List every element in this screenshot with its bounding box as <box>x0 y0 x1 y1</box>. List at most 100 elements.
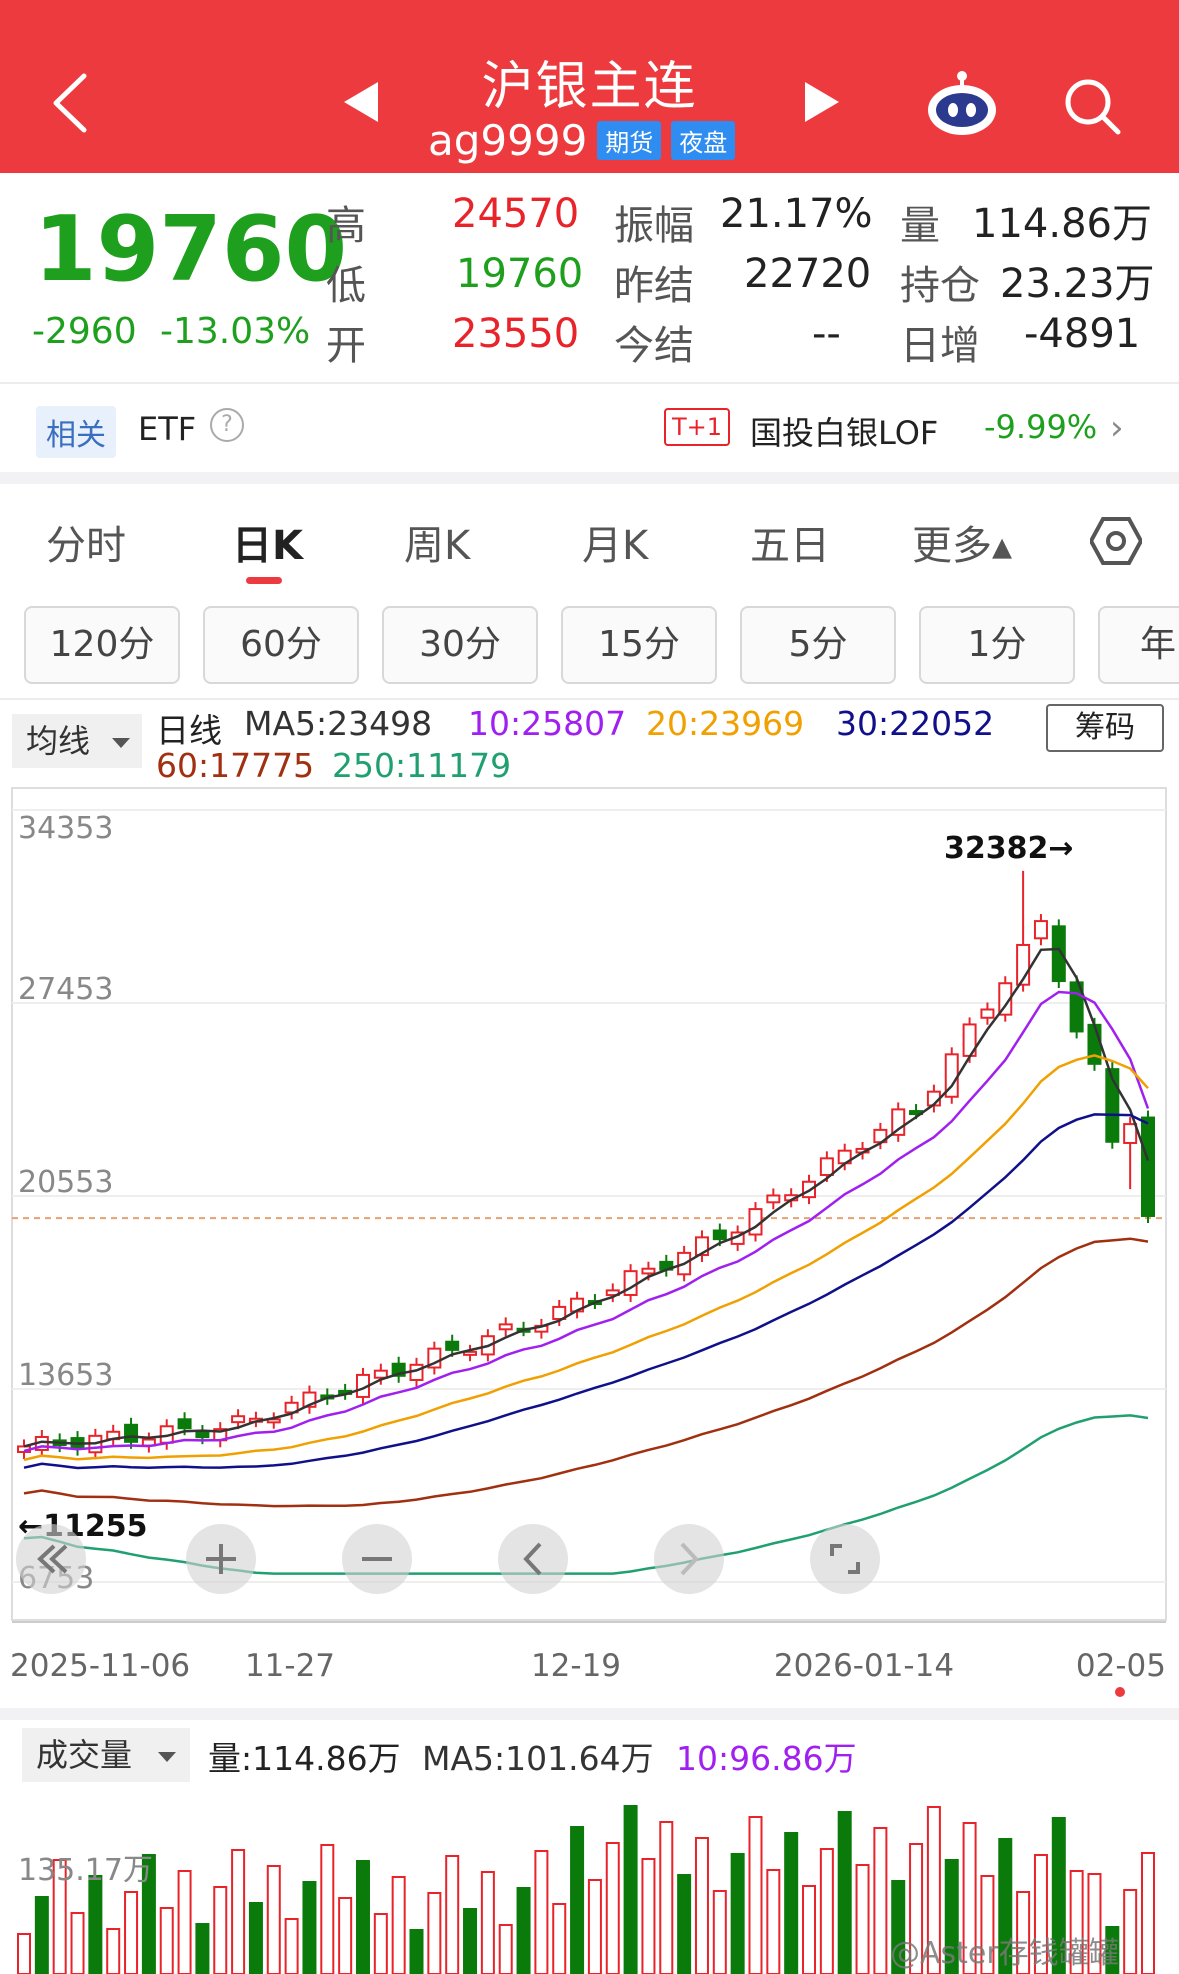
etf-label: ETF <box>138 410 197 448</box>
volume-bar <box>802 1885 817 1974</box>
fast-back-button[interactable] <box>16 1524 86 1594</box>
candle-body <box>748 1208 763 1236</box>
volume-bar <box>70 1912 85 1974</box>
volume-bar <box>498 1924 513 1974</box>
active-tab-indicator <box>246 577 282 584</box>
plus-icon <box>206 1544 236 1574</box>
open-label: 开 <box>326 323 366 369</box>
scroll-left-button[interactable] <box>498 1524 568 1594</box>
search-icon[interactable] <box>1062 76 1122 136</box>
candle-body <box>641 1267 656 1275</box>
volume-dropdown[interactable]: 成交量 <box>22 1728 190 1782</box>
tab-monthly-k[interactable]: 月K <box>582 523 649 569</box>
related-etf-row[interactable]: 相关 ETF ? T+1 国投白银LOF -9.99% › <box>0 392 1179 472</box>
ma20-line <box>23 1054 1149 1462</box>
tab-daily-k[interactable]: 日K <box>232 523 303 569</box>
volume-bar <box>1033 1854 1048 1974</box>
volume-bar <box>926 1806 941 1974</box>
ma-legend: 均线 日线 MA5:23498 10:25807 20:23969 30:220… <box>0 700 1179 786</box>
settings-icon[interactable] <box>1090 515 1142 567</box>
candle-body <box>231 1415 246 1424</box>
period-year[interactable]: 年 <box>1098 606 1179 684</box>
x-tick-label: 2025-11-06 <box>10 1648 190 1684</box>
volume-bar <box>445 1855 460 1974</box>
candle-body <box>1123 1123 1138 1144</box>
amplitude-label: 振幅 <box>614 203 694 249</box>
volume-bar <box>52 1859 67 1974</box>
page-title: 沪银主连 <box>481 57 698 117</box>
fullscreen-button[interactable] <box>810 1524 880 1594</box>
period-60m[interactable]: 60分 <box>203 606 359 684</box>
y-tick-label: 13653 <box>18 1358 113 1393</box>
candle-body <box>712 1229 727 1241</box>
etf-name[interactable]: 国投白银LOF <box>750 414 939 452</box>
high-marker: 32382→ <box>944 831 1074 866</box>
volume-label: 量 <box>900 203 940 249</box>
volume-bar <box>1105 1926 1120 1974</box>
volume-bar <box>391 1876 406 1974</box>
tab-timeshare[interactable]: 分时 <box>46 523 126 569</box>
candle-body <box>1051 925 1066 983</box>
period-selector: 120分 60分 30分 15分 5分 1分 年 <box>0 606 1179 686</box>
ma60-value: 60:17775 <box>156 746 315 785</box>
ma30-line <box>23 1113 1149 1470</box>
price-change-pct: -13.03% <box>160 311 311 352</box>
volume-bar <box>659 1821 674 1974</box>
volume-bar <box>748 1816 763 1974</box>
chip-distribution-button[interactable]: 筹码 <box>1046 704 1164 752</box>
candlestick-chart[interactable]: 34353274532055313653675332382→←112552025… <box>0 780 1179 1700</box>
tab-five-day[interactable]: 五日 <box>750 523 830 569</box>
help-icon[interactable]: ? <box>210 408 244 442</box>
oi-change-value: -4891 <box>1024 311 1141 357</box>
volume-dropdown-label: 成交量 <box>36 1736 133 1774</box>
indicator-dropdown[interactable]: 均线 <box>12 714 142 768</box>
tab-weekly-k[interactable]: 周K <box>404 523 471 569</box>
volume-bar <box>587 1879 602 1974</box>
tab-more[interactable]: 更多▴ <box>912 523 1013 569</box>
low-value: 19760 <box>456 251 584 297</box>
volume-bar <box>427 1892 442 1974</box>
volume-bar <box>17 1933 31 1974</box>
period-15m[interactable]: 15分 <box>561 606 717 684</box>
t1-badge: T+1 <box>664 408 731 446</box>
last-price: 19760 <box>34 197 348 302</box>
prev-settle-label: 昨结 <box>614 263 694 309</box>
zoom-in-button[interactable] <box>186 1524 256 1594</box>
high-label: 高 <box>326 203 366 249</box>
volume-bar <box>463 1908 478 1974</box>
period-30m[interactable]: 30分 <box>382 606 538 684</box>
volume-bar <box>766 1869 781 1974</box>
open-interest-value: 23.23万 <box>1000 261 1155 307</box>
y-tick-label: 34353 <box>18 811 113 846</box>
price-change: -2960 <box>32 311 137 352</box>
amplitude-value: 21.17% <box>720 191 873 237</box>
robot-assistant-icon[interactable] <box>925 70 999 136</box>
volume-bar <box>962 1822 977 1974</box>
period-120m[interactable]: 120分 <box>24 606 180 684</box>
prev-contract-icon[interactable] <box>344 82 378 122</box>
scroll-right-button[interactable] <box>654 1524 724 1594</box>
volume-ma5: MA5:101.64万 <box>422 1739 654 1778</box>
double-chevron-left-icon <box>37 1544 68 1574</box>
next-contract-icon[interactable] <box>805 82 839 122</box>
volume-bar <box>159 1907 174 1974</box>
chevron-right-icon[interactable]: › <box>1110 408 1124 448</box>
volume-bar <box>320 1844 335 1974</box>
candle-body <box>1141 1116 1155 1217</box>
ma250-value: 250:11179 <box>332 746 512 785</box>
volume-bar <box>641 1858 656 1974</box>
candle-body <box>195 1431 210 1439</box>
contract-subtitle: ag9999 期货 夜盘 <box>428 116 736 165</box>
volume-value: 量:114.86万 <box>208 1739 401 1778</box>
candle-body <box>980 1008 995 1019</box>
volume-bar <box>891 1880 906 1974</box>
ma30-value: 30:22052 <box>836 704 995 743</box>
header-bar: 沪银主连 ag9999 期货 夜盘 <box>0 0 1179 173</box>
quote-panel: 19760 -2960 -13.03% 高 低 开 24570 19760 23… <box>0 173 1179 383</box>
back-icon[interactable] <box>52 72 88 134</box>
candle-body <box>498 1323 513 1331</box>
zoom-out-button[interactable] <box>342 1524 412 1594</box>
period-5m[interactable]: 5分 <box>740 606 896 684</box>
low-label: 低 <box>326 263 366 309</box>
period-1m[interactable]: 1分 <box>919 606 1075 684</box>
